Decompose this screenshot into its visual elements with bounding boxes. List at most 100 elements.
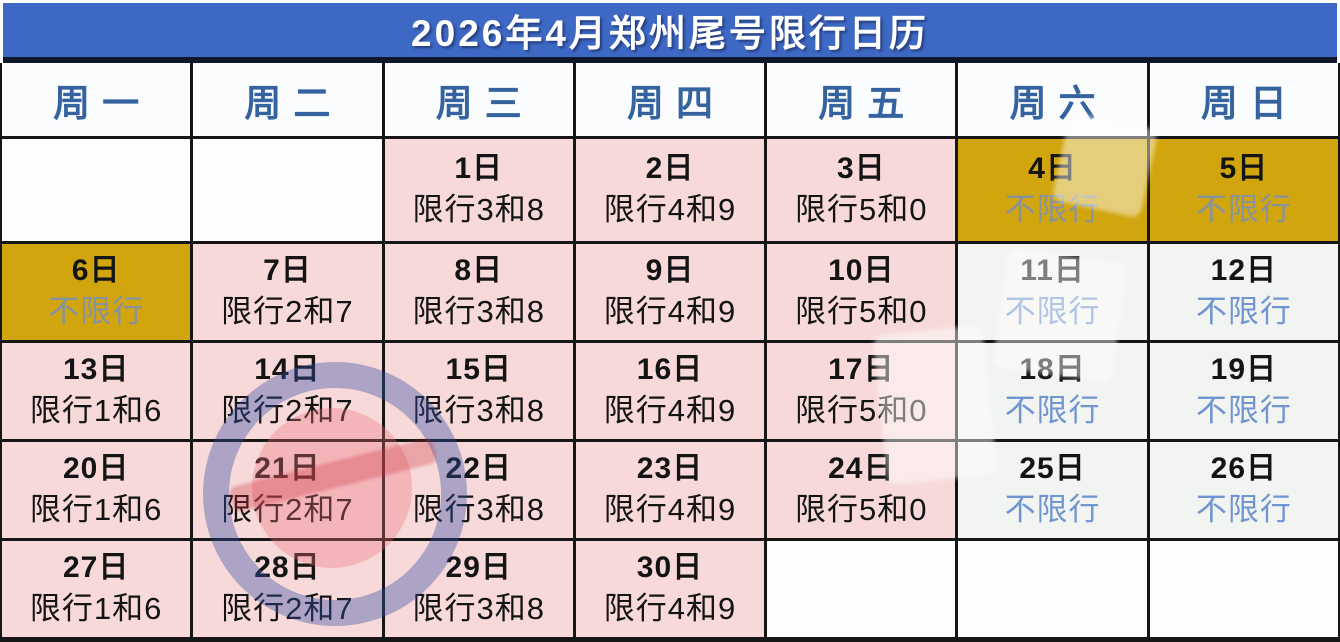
calendar-cell-empty: [767, 541, 956, 637]
calendar-grid: 周一 周二 周三 周四 周五 周六 周日 1日 限行3和8 2日 限行4和9 3日 限行5和0 4日 不限行…: [0, 63, 1340, 642]
day-number: 23日: [636, 452, 704, 486]
restriction-note: 限行1和6: [29, 590, 163, 626]
day-number: 22日: [445, 452, 512, 486]
calendar-title: 2026年4月郑州尾号限行日历: [411, 13, 929, 54]
calendar-cell-2: 2日 限行4和9: [575, 139, 765, 241]
restriction-note: 不限行: [1004, 191, 1101, 227]
restriction-note: 限行4和9: [603, 590, 737, 626]
day-number: 5日: [1219, 152, 1269, 186]
restriction-note: 限行4和9: [603, 392, 737, 428]
calendar-cell-empty: [958, 541, 1147, 637]
restriction-note: 不限行: [1195, 191, 1292, 227]
calendar-cell-26: 26日不限行: [1149, 442, 1338, 538]
calendar-cell-empty: [1149, 541, 1338, 637]
restriction-note: 限行5和0: [795, 392, 928, 428]
calendar-cell-empty: [2, 139, 191, 241]
calendar-cell-3: 3日限行5和0: [767, 139, 956, 241]
day-number: 30日: [636, 551, 704, 585]
calendar-cell-27: 27日限行1和6: [2, 541, 191, 637]
restriction-note: 限行5和0: [795, 191, 928, 227]
restriction-note: 限行5和0: [795, 293, 928, 329]
restriction-note: 限行2和7: [221, 392, 354, 428]
calendar-title-bar: 2026年4月郑州尾号限行日历: [3, 3, 1337, 57]
restriction-note: 限行4和9: [603, 293, 737, 329]
calendar-cell-19: 19日不限行: [1149, 343, 1338, 439]
weekday-header-7: 周日: [1149, 63, 1338, 136]
restriction-note: 限行3和8: [412, 491, 545, 527]
calendar-cell-23: 23日限行4和9: [575, 442, 765, 538]
weekday-header-1: 周一: [2, 63, 191, 136]
calendar-cell-10: 10日限行5和0: [767, 244, 956, 340]
calendar-cell-18: 18日不限行: [958, 343, 1147, 439]
calendar-cell-15: 15日 限行3和8: [384, 343, 573, 439]
restriction-note: 不限行: [1195, 392, 1292, 428]
calendar-cell-29: 29日限行3和8: [384, 541, 573, 637]
calendar-cell-20: 20日限行1和6: [2, 442, 191, 538]
calendar-cell-9: 9日限行4和9: [575, 244, 765, 340]
restriction-note: 不限行: [1004, 491, 1101, 527]
day-number: 28日: [254, 551, 321, 585]
day-number: 3日: [836, 152, 886, 186]
calendar-cell-30: 30日限行4和9: [575, 541, 765, 637]
day-number: 12日: [1210, 254, 1278, 288]
restriction-note: 限行2和7: [221, 590, 354, 626]
calendar-cell-24: 24日限行5和0: [767, 442, 956, 538]
calendar-cell-4: 4日不限行: [958, 139, 1147, 241]
day-number: 4日: [1028, 152, 1077, 186]
restriction-note: 不限行: [1195, 293, 1292, 329]
day-number: 11日: [1020, 254, 1085, 288]
day-number: 10日: [828, 254, 895, 288]
day-number: 13日: [62, 353, 130, 387]
restriction-note: 不限行: [48, 293, 145, 329]
restriction-note: 不限行: [1195, 491, 1292, 527]
day-number: 16日: [636, 353, 704, 387]
day-number: 9日: [645, 254, 695, 288]
calendar-cell-14: 14日限行2和7: [193, 343, 382, 439]
day-number: 29日: [445, 551, 512, 585]
day-number: 18日: [1019, 353, 1086, 387]
restriction-note: 限行2和7: [221, 293, 354, 329]
restriction-note: 不限行: [1004, 293, 1101, 329]
day-number: 19日: [1210, 353, 1278, 387]
weekday-header-6: 周六: [958, 63, 1147, 136]
weekday-header-4: 周四: [575, 63, 765, 136]
restriction-note: 限行3和8: [412, 590, 545, 626]
day-number: 20日: [62, 452, 130, 486]
day-number: 21日: [254, 452, 321, 486]
day-number: 7日: [263, 254, 312, 288]
restriction-note: 限行1和6: [29, 491, 163, 527]
restriction-note: 限行3和8: [412, 293, 545, 329]
day-number: 14日: [254, 353, 321, 387]
calendar-cell-empty: [193, 139, 382, 241]
calendar-cell-16: 16日限行4和9: [575, 343, 765, 439]
calendar-cell-21: 21日限行2和7: [193, 442, 382, 538]
day-number: 24日: [828, 452, 895, 486]
restriction-note: 限行3和8: [412, 191, 545, 227]
calendar-cell-13: 13日限行1和6: [2, 343, 191, 439]
restriction-note: 限行2和7: [221, 491, 354, 527]
restriction-note: 限行3和8: [412, 392, 545, 428]
day-number: 6日: [71, 254, 121, 288]
calendar-cell-28: 28日限行2和7: [193, 541, 382, 637]
day-number: 26日: [1210, 452, 1278, 486]
calendar-cell-6: 6日不限行: [2, 244, 191, 340]
calendar-cell-5: 5日不限行: [1149, 139, 1338, 241]
calendar-cell-8: 8日限行3和8: [384, 244, 573, 340]
day-number: 27日: [62, 551, 130, 585]
restriction-note: 限行1和6: [29, 392, 163, 428]
weekday-header-5: 周五: [767, 63, 956, 136]
calendar-cell-12: 12日不限行: [1149, 244, 1338, 340]
day-number: 1日: [454, 152, 504, 186]
restriction-note: 限行4和9: [603, 491, 737, 527]
title-divider: [3, 57, 1337, 63]
calendar-cell-11: 11日不限行: [958, 244, 1147, 340]
day-number: 25日: [1019, 452, 1086, 486]
restriction-note: 限行5和0: [795, 491, 928, 527]
calendar-cell-17: 17日 限行5和0: [767, 343, 956, 439]
calendar-cell-7: 7日限行2和7: [193, 244, 382, 340]
calendar-cell-25: 25日不限行: [958, 442, 1147, 538]
restriction-note: 不限行: [1004, 392, 1101, 428]
weekday-header-2: 周二: [193, 63, 382, 136]
day-number: 8日: [454, 254, 504, 288]
